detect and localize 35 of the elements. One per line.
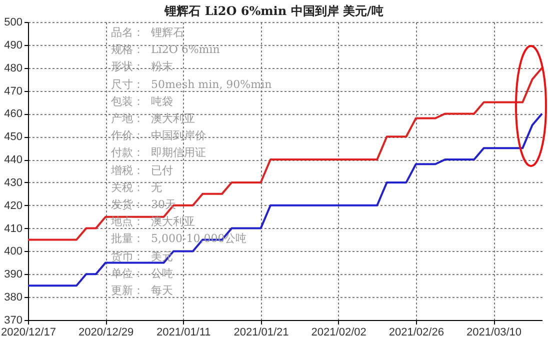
- x-tick-label: 2021/01/11: [156, 326, 211, 338]
- annotation: 关税： 无: [111, 180, 163, 196]
- annotation: 包装： 吨袋: [111, 94, 174, 110]
- x-tick-label: 2021/02/26: [388, 326, 444, 338]
- annotation: 品名： 锂辉石: [111, 25, 185, 41]
- x-tick-label: 2021/03/10: [466, 326, 522, 338]
- x-tick-label: 2021/01/21: [234, 326, 289, 338]
- y-tick-label: 440: [4, 154, 22, 166]
- y-tick-label: 470: [4, 85, 22, 98]
- x-tick-label: 2020/12/17: [0, 326, 56, 338]
- y-tick-label: 430: [4, 176, 22, 189]
- y-tick-label: 480: [4, 62, 22, 74]
- y-tick-label: 420: [4, 200, 22, 212]
- y-tick-label: 450: [4, 131, 22, 144]
- x-tick-label: 2020/12/29: [78, 326, 134, 338]
- annotation: 增税： 已付: [111, 162, 174, 179]
- annotation: 产地： 澳大利亚: [111, 111, 196, 128]
- annotation: 规格： Li2O 6%min: [111, 42, 221, 58]
- y-tick-label: 410: [4, 222, 22, 235]
- y-tick-label: 380: [4, 292, 22, 304]
- y-tick-label: 400: [4, 246, 22, 258]
- annotation: 地点： 澳大利亚: [111, 214, 196, 230]
- annotation: 付款： 即期信用证: [111, 145, 207, 162]
- annotation: 更新： 每天: [111, 283, 174, 300]
- annotation: 尺寸： 50mesh min, 90%min: [111, 76, 272, 93]
- y-tick-label: 460: [4, 108, 22, 120]
- y-tick-label: 390: [4, 268, 22, 281]
- annotation: 单位： 公吨: [111, 266, 174, 282]
- annotation: 作价： 中国到岸价: [111, 128, 207, 144]
- chart-title: 锂辉石 Li2O 6%min 中国到岸 美元/吨: [163, 4, 384, 18]
- y-tick-label: 490: [4, 39, 22, 52]
- x-tick-label: 2021/02/02: [311, 326, 366, 338]
- y-tick-label: 500: [4, 16, 22, 28]
- y-tick-label: 370: [4, 314, 22, 326]
- annotation: 形状： 粉末: [111, 59, 174, 76]
